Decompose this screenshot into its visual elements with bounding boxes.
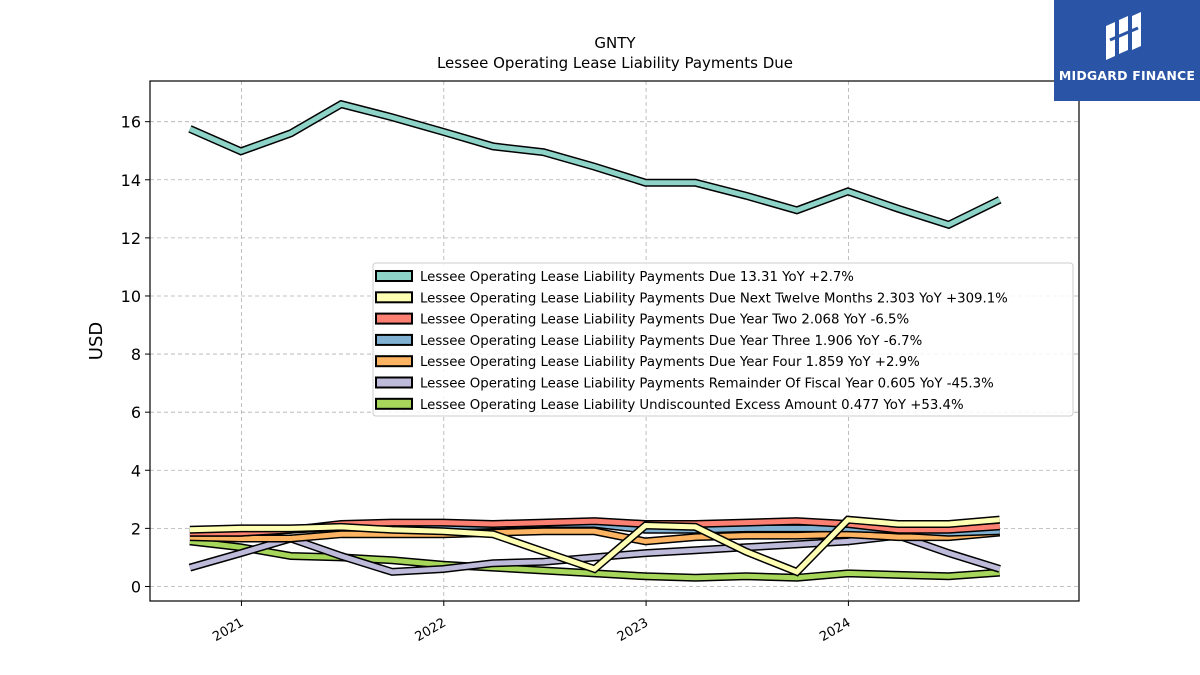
- legend-swatch: [375, 397, 413, 410]
- series-line-fill: [189, 538, 1000, 581]
- chart-subtitle: Lessee Operating Lease Liability Payment…: [437, 54, 793, 72]
- legend-swatch: [375, 312, 413, 325]
- legend-label: Lessee Operating Lease Liability Payment…: [420, 377, 994, 392]
- y-axis: 0 2 4 6 8 10 12 14 16: [121, 113, 150, 596]
- logo-mark-icon: [1106, 12, 1141, 60]
- series-line-fill: [189, 528, 1000, 544]
- y-tick-label: 6: [131, 403, 141, 422]
- y-tick-label: 2: [131, 519, 141, 538]
- series-line-fill: [189, 517, 1000, 575]
- x-tick-label: 2024: [817, 615, 853, 645]
- legend-item: Lessee Operating Lease Liability Payment…: [375, 355, 920, 370]
- y-tick-label: 10: [121, 287, 141, 306]
- legend-item: Lessee Operating Lease Liability Undisco…: [375, 397, 964, 413]
- series-line: [188, 99, 1002, 230]
- y-axis-label: USD: [86, 322, 107, 360]
- y-tick-label: 0: [131, 577, 141, 596]
- series-line-fill: [189, 533, 1001, 575]
- x-axis: 2021 2022 2023 2024: [210, 601, 853, 645]
- y-tick-label: 8: [131, 345, 141, 364]
- series-line: [189, 515, 1001, 577]
- series-line-fill: [188, 101, 1001, 228]
- legend-box: [372, 262, 1074, 417]
- legend-label: Lessee Operating Lease Liability Payment…: [420, 355, 920, 370]
- x-tick-label: 2022: [413, 615, 449, 645]
- x-tick-label: 2021: [210, 615, 246, 645]
- legend-label: Lessee Operating Lease Liability Undisco…: [420, 398, 964, 413]
- legend-swatch: [375, 270, 413, 282]
- y-tick-label: 12: [121, 229, 141, 248]
- y-tick-label: 16: [121, 113, 141, 132]
- axes-frame: [149, 80, 1080, 602]
- x-tick-label: 2023: [615, 615, 651, 645]
- logo: MIDGARD FINANCE: [1054, 0, 1200, 101]
- chart-title: GNTY: [594, 34, 636, 52]
- legend: Lessee Operating Lease Liability Payment…: [372, 262, 1074, 417]
- series-line: [189, 537, 1000, 582]
- legend-item: Lessee Operating Lease Liability Payment…: [375, 312, 909, 328]
- legend-item: Lessee Operating Lease Liability Payment…: [375, 333, 922, 349]
- legend-swatch: [375, 355, 413, 368]
- plot-area: [188, 99, 1002, 582]
- y-tick-label: 14: [121, 171, 141, 190]
- legend-item: Lessee Operating Lease Liability Payment…: [375, 291, 1008, 306]
- y-tick-label: 4: [131, 461, 141, 480]
- legend-label: Lessee Operating Lease Liability Payment…: [420, 291, 1008, 306]
- legend-item: Lessee Operating Lease Liability Payment…: [375, 376, 994, 392]
- legend-label: Lessee Operating Lease Liability Payment…: [420, 334, 922, 349]
- legend-swatch: [375, 333, 413, 346]
- legend-item: Lessee Operating Lease Liability Payment…: [375, 270, 854, 285]
- legend-swatch: [375, 291, 413, 304]
- series-line: [189, 527, 1001, 546]
- logo-text: MIDGARD FINANCE: [1058, 68, 1196, 83]
- legend-label: Lessee Operating Lease Liability Payment…: [420, 313, 909, 328]
- legend-label: Lessee Operating Lease Liability Payment…: [420, 270, 854, 285]
- legend-swatch: [375, 376, 413, 389]
- series-line: [188, 531, 1001, 576]
